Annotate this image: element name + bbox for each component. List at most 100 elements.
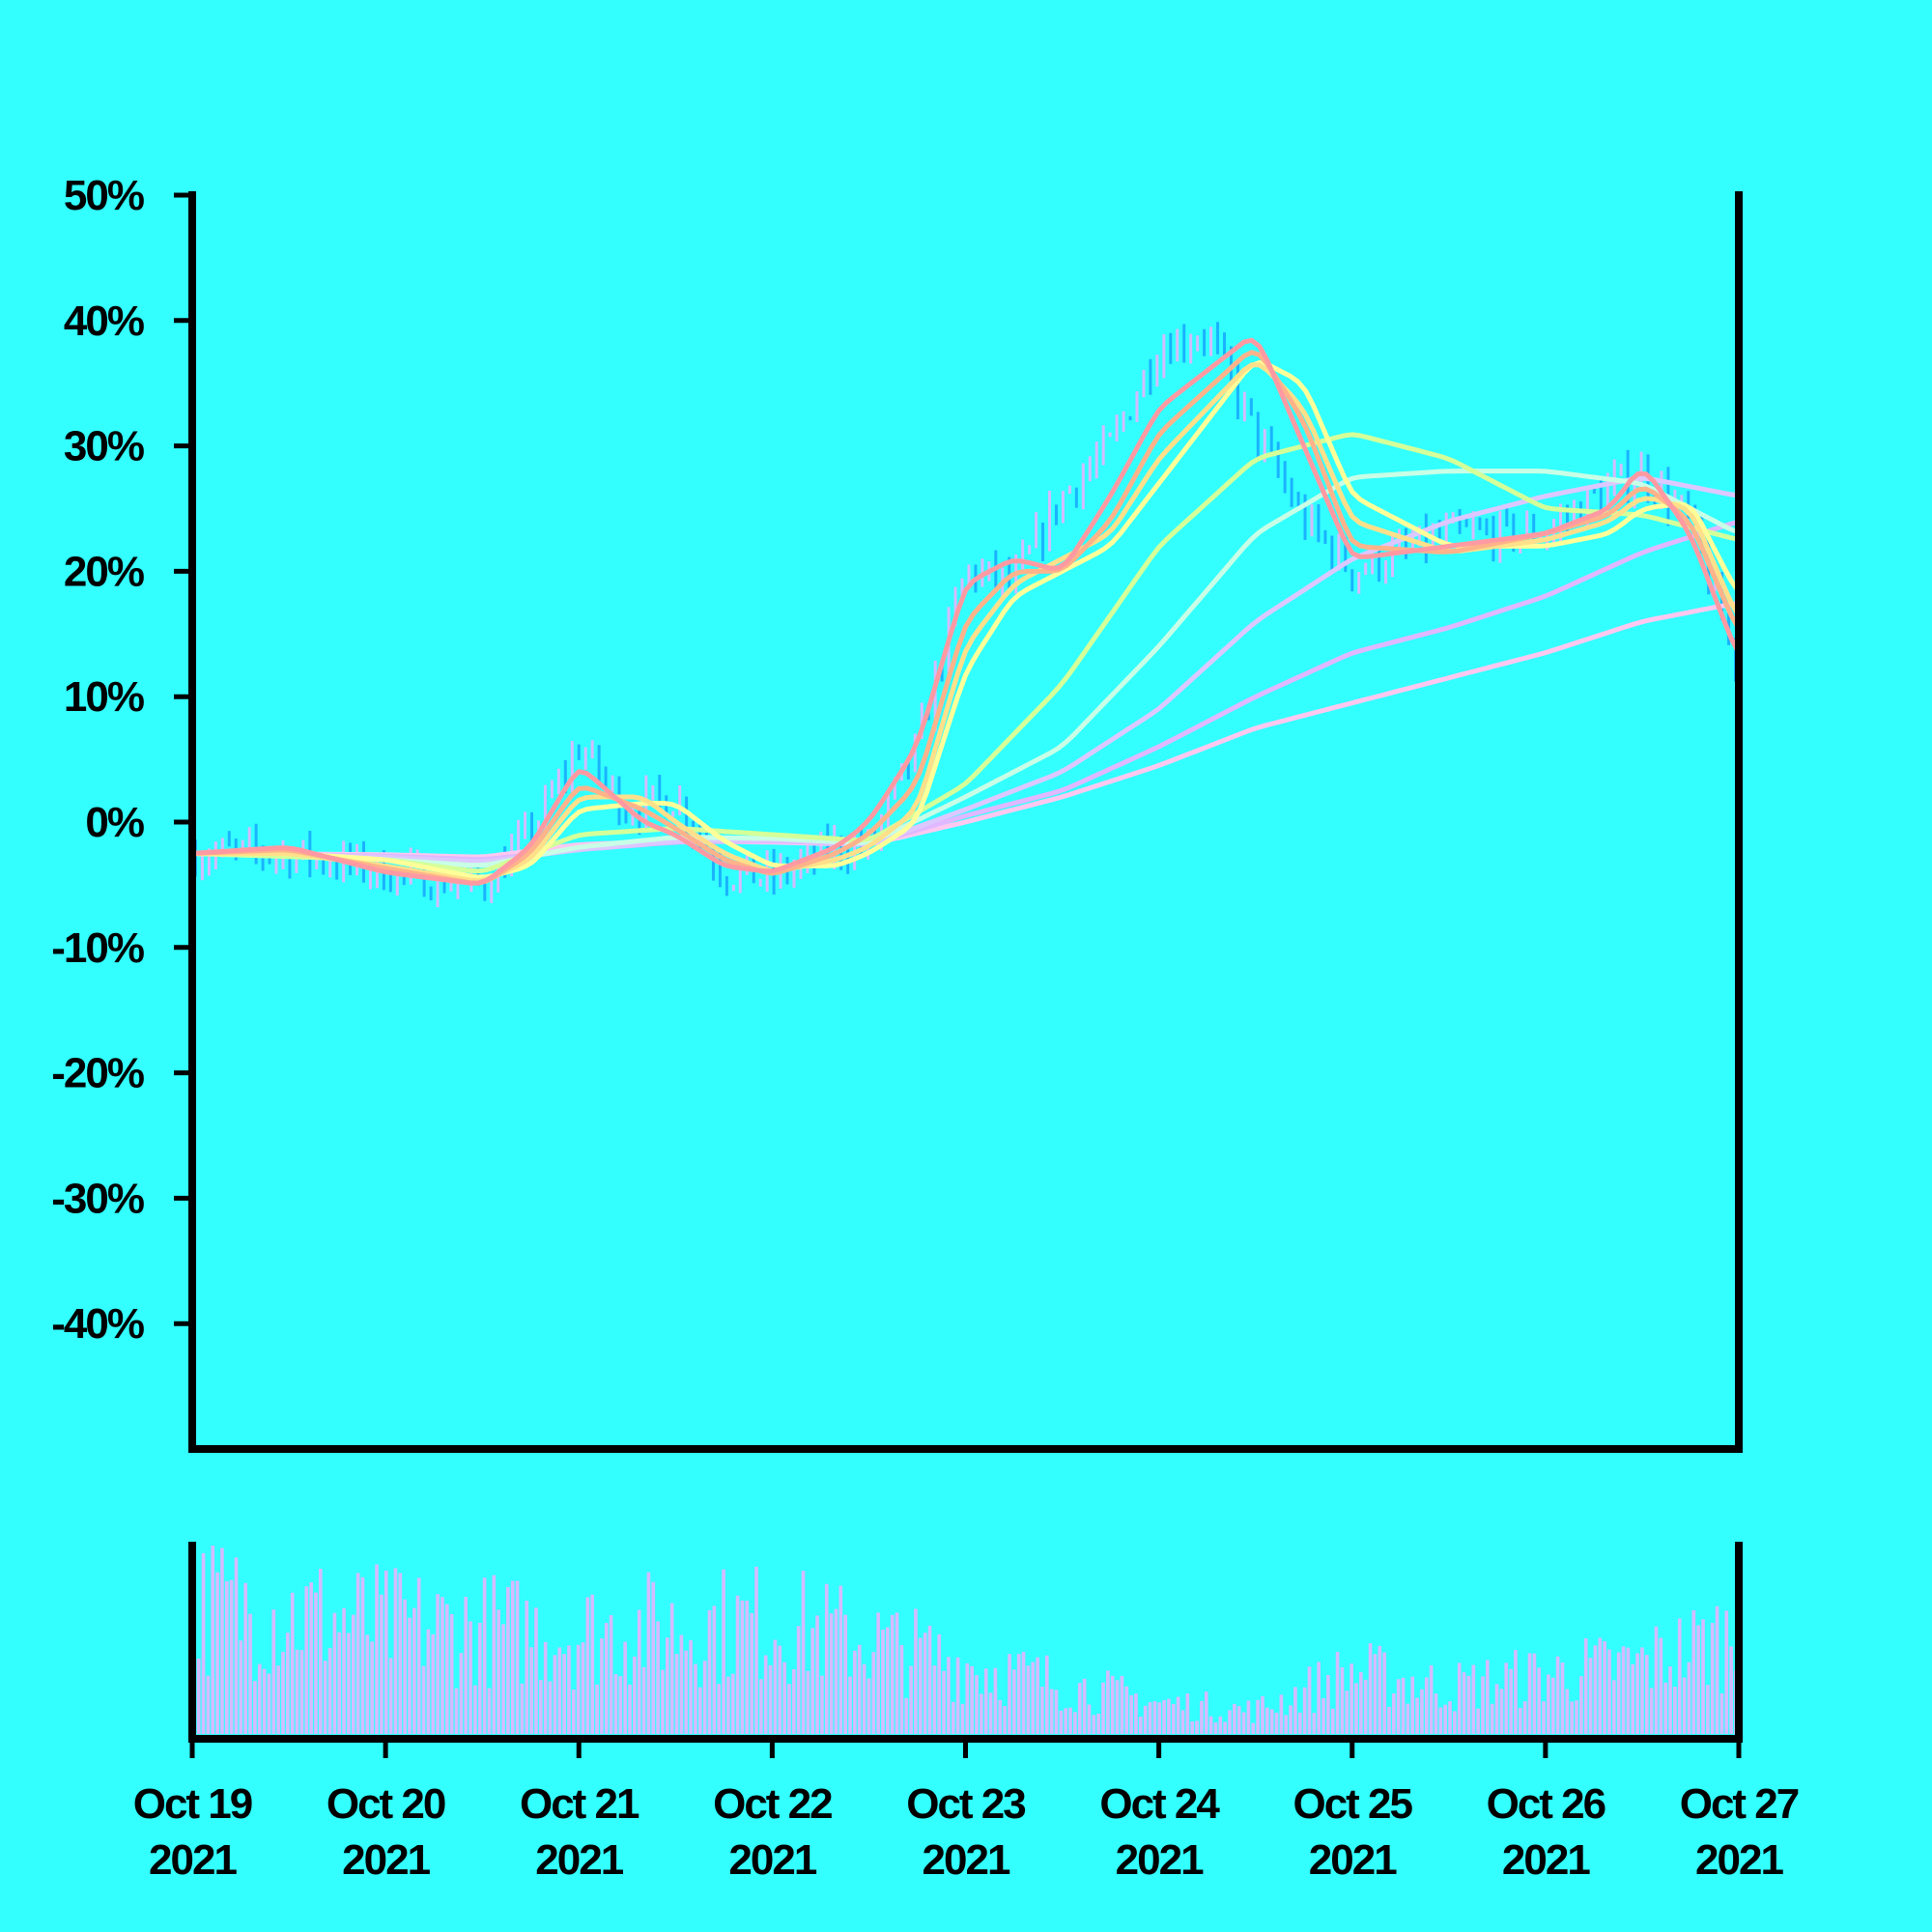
volume-bar [988,1692,993,1734]
volume-bar [1064,1708,1068,1734]
volume-bar [416,1577,421,1734]
volume-bar [1289,1705,1293,1734]
volume-bar [1101,1682,1105,1734]
volume-bar [1124,1686,1129,1734]
volume-bar [1274,1713,1279,1734]
volume-bar [1330,1708,1335,1734]
volume-bar [1195,1720,1199,1734]
volume-bar [440,1597,444,1734]
volume-bar [609,1615,613,1734]
volume-bar [1724,1610,1729,1734]
volume-bar [1321,1697,1325,1734]
volume-bar [1434,1693,1438,1734]
x-tick-label: Oct 22 [713,1780,832,1828]
volume-bar [1410,1676,1415,1734]
moving-average-line [189,359,1742,880]
volume-bar [370,1641,375,1734]
volume-bar [993,1667,998,1734]
volume-bar [768,1664,773,1734]
volume-bar [838,1585,843,1734]
volume-bar [1663,1682,1668,1734]
volume-bar [1471,1664,1476,1734]
volume-bar [220,1548,224,1734]
volume-bar [1593,1645,1598,1734]
volume-bar [1607,1649,1611,1734]
volume-bar [1350,1663,1353,1734]
volume-bar [712,1605,717,1734]
volume-bar [525,1601,529,1734]
volume-bar [299,1650,304,1734]
volume-bar [1583,1637,1588,1734]
volume-bar [1115,1680,1120,1734]
volume-bar [834,1608,838,1734]
x-axis-ticks: Oct 19 2021 Oct 20 2021 Oct 21 2021 Oct 22 2021… [133,1739,1801,1884]
volume-bar [637,1609,641,1734]
volume-bar [1251,1722,1256,1734]
volume-bar [857,1644,862,1734]
volume-bar [510,1580,515,1734]
volume-bar [1359,1671,1363,1734]
volume-bar [843,1614,848,1734]
volume-bar [661,1669,665,1734]
volume-bar [666,1637,669,1734]
volume-bar [1494,1684,1499,1734]
volume-bar [1438,1707,1443,1734]
volume-bar [600,1638,604,1734]
volume-bar [581,1642,585,1734]
volume-bar [787,1684,791,1734]
volume-bar [1008,1654,1011,1734]
volume-bar [890,1614,895,1734]
volume-bar [408,1617,412,1734]
volume-bar [1106,1670,1110,1734]
volume-bar [497,1609,500,1734]
moving-average-line [189,469,1742,868]
volume-bar [1668,1666,1672,1734]
y-axis-ticks: 50% 40% 30% 20% 10% 0% -10% -20% -30% -40% [51,172,192,1348]
volume-bar [1120,1675,1124,1734]
volume-bar [1185,1693,1190,1734]
volume-bar [1233,1703,1236,1734]
volume-bar [436,1594,440,1734]
volume-bar [1208,1716,1213,1734]
x-tick-label: Oct 23 [906,1780,1025,1828]
x-tick-label-year: 2021 [1309,1836,1397,1884]
volume-bar [1598,1637,1603,1734]
volume-bar [1391,1692,1396,1734]
volume-bar [1228,1710,1232,1734]
volume-bars [192,1546,1738,1734]
volume-bar [1180,1710,1185,1734]
volume-bar [1110,1675,1115,1734]
y-tick-label: 30% [64,423,144,470]
volume-bar [1241,1712,1246,1734]
volume-bar [1514,1650,1518,1734]
volume-bar [1420,1689,1424,1734]
volume-bar [697,1687,702,1734]
volume-bar [669,1603,674,1734]
volume-bar [1044,1655,1049,1734]
volume-bar [824,1583,829,1734]
volume-bar [360,1577,365,1734]
volume-bar [1354,1683,1358,1734]
volume-bar [276,1665,280,1734]
volume-bar [1054,1690,1059,1734]
volume-bar [1218,1716,1223,1734]
volume-bar [1486,1660,1490,1734]
volume-bar [1082,1678,1087,1734]
volume-bar [1429,1664,1434,1734]
volume-bar [234,1557,239,1734]
volume-bar [1448,1701,1452,1734]
volume-bar [1302,1687,1307,1734]
volume-bar [1279,1694,1284,1734]
volume-bar [384,1570,388,1734]
volume-bar [1264,1707,1269,1734]
x-tick-label: Oct 19 [133,1780,252,1828]
x-tick-label: Oct 27 [1680,1780,1799,1828]
volume-bar [529,1647,533,1734]
y-tick-label: 20% [64,548,144,595]
volume-bar [1326,1674,1330,1734]
volume-bar [782,1662,786,1734]
volume-bar [806,1670,810,1734]
volume-bar [243,1582,248,1734]
volume-bar [487,1688,492,1734]
